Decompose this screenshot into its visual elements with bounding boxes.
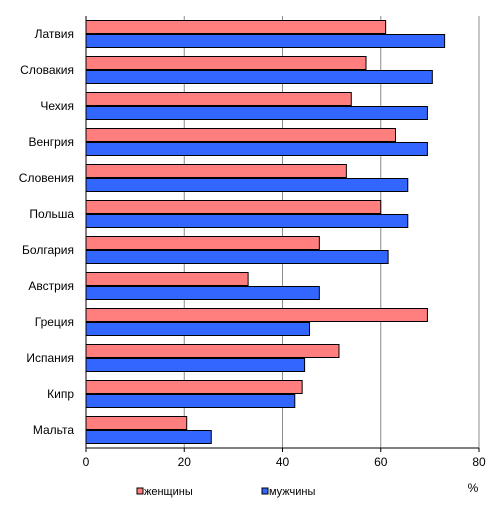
bar-men [85, 214, 409, 228]
category-label: Венгрия [28, 135, 74, 149]
bar-women [85, 200, 382, 214]
bar-women [85, 236, 320, 250]
bar-women [85, 20, 387, 34]
bar-women [85, 380, 303, 394]
legend-swatch-women [136, 487, 144, 495]
bar-men [85, 358, 306, 372]
bar-women [85, 272, 249, 286]
bar-women [85, 92, 352, 106]
bar-men [85, 106, 428, 120]
category-label: Австрия [28, 279, 74, 293]
bar-men [85, 430, 212, 444]
category-label: Словения [19, 171, 74, 185]
bar-men [85, 250, 389, 264]
legend-swatch-men [261, 487, 269, 495]
x-axis-unit-label: % [468, 481, 479, 495]
bar-women [85, 308, 428, 322]
bar-women [85, 128, 396, 142]
category-label: Мальта [33, 423, 74, 437]
x-tick-label: 60 [374, 455, 388, 469]
category-label: Греция [35, 315, 74, 329]
category-label: Испания [26, 351, 74, 365]
bar-men [85, 394, 296, 408]
bar-women [85, 344, 340, 358]
category-label: Латвия [35, 27, 74, 41]
category-label: Болгария [22, 243, 74, 257]
bar-men [85, 34, 446, 48]
category-label: Чехия [40, 99, 74, 113]
bar-women [85, 164, 347, 178]
legend: женщины мужчины [136, 486, 315, 498]
x-tick-label: 40 [276, 455, 290, 469]
category-label: Кипр [47, 387, 74, 401]
bar-men [85, 322, 311, 336]
legend-label-men: мужчины [269, 486, 315, 498]
bar-women [85, 416, 188, 430]
category-label: Польша [29, 207, 74, 221]
x-tick-labels: 0 20 40 60 80 [83, 448, 486, 469]
x-tick-label: 80 [472, 455, 486, 469]
bar-men [85, 286, 320, 300]
gridlines [183, 16, 480, 448]
legend-label-women: женщины [144, 486, 193, 498]
bar-men [85, 178, 409, 192]
x-tick-label: 0 [83, 455, 90, 469]
category-labels: Латвия Словакия Чехия Венгрия Словения Польша… [19, 27, 75, 437]
bar-men [85, 70, 433, 84]
x-tick-label: 20 [178, 455, 192, 469]
bar-women [85, 56, 367, 70]
category-label: Словакия [20, 63, 74, 77]
bars [85, 20, 446, 444]
bar-men [85, 142, 428, 156]
